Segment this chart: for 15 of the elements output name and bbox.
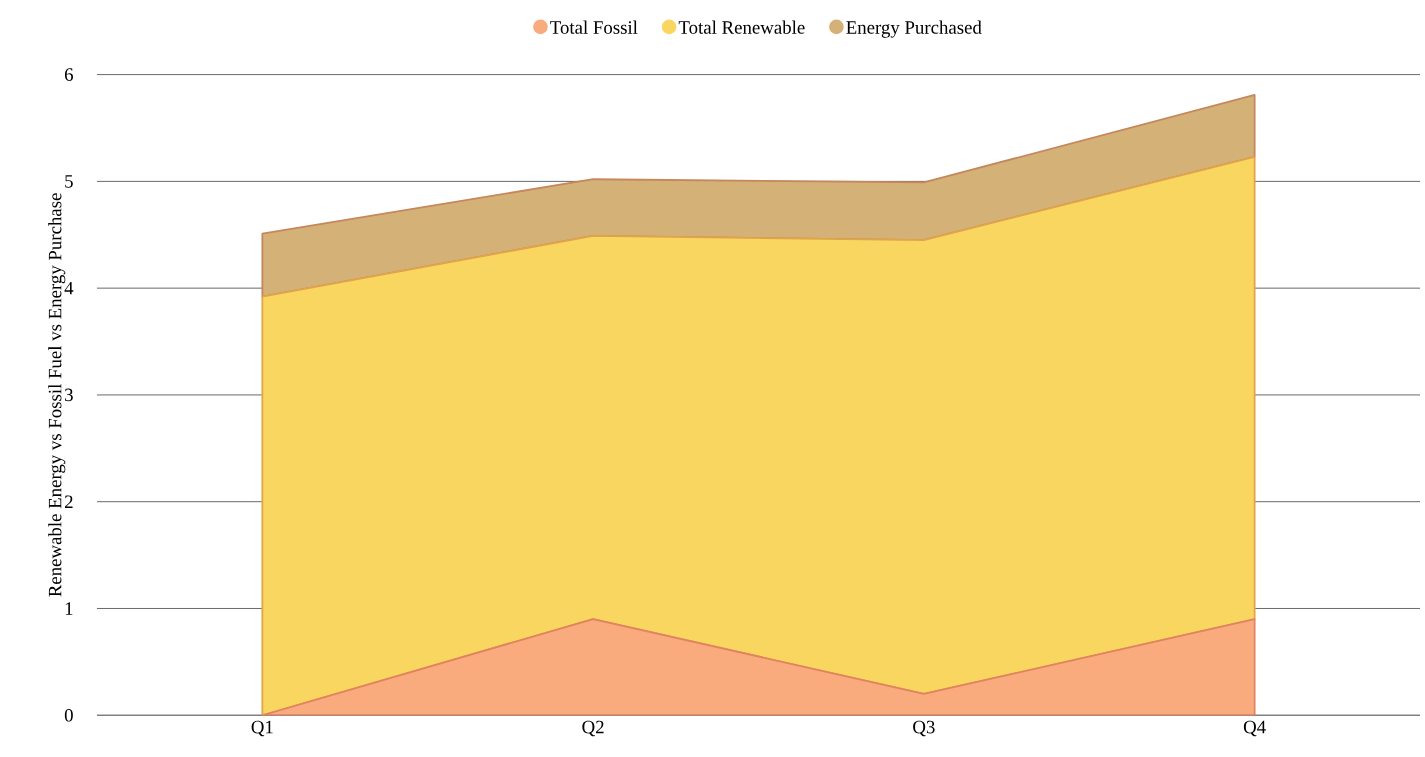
y-tick-label: 5 bbox=[65, 175, 73, 188]
y-axis-title: Renewable Energy vs Fossil Fuel vs Energy Purchase bbox=[48, 193, 66, 597]
legend-label: Total Fossil bbox=[550, 20, 638, 34]
x-tick-label: Q2 bbox=[582, 720, 604, 737]
y-tick-label: 2 bbox=[64, 495, 73, 508]
y-tick-label: 6 bbox=[64, 68, 73, 81]
x-tick-label: Q3 bbox=[913, 720, 935, 737]
x-tick-label: Q4 bbox=[1243, 720, 1266, 737]
legend-label: Total Renewable bbox=[678, 20, 805, 34]
legend-label: Energy Purchased bbox=[846, 20, 982, 38]
x-tick-label: Q1 bbox=[251, 720, 273, 737]
y-tick-label: 0 bbox=[64, 708, 73, 722]
y-tick-label: 3 bbox=[65, 388, 73, 402]
y-tick-label: 1 bbox=[65, 602, 73, 615]
y-tick-label: 4 bbox=[64, 281, 74, 295]
